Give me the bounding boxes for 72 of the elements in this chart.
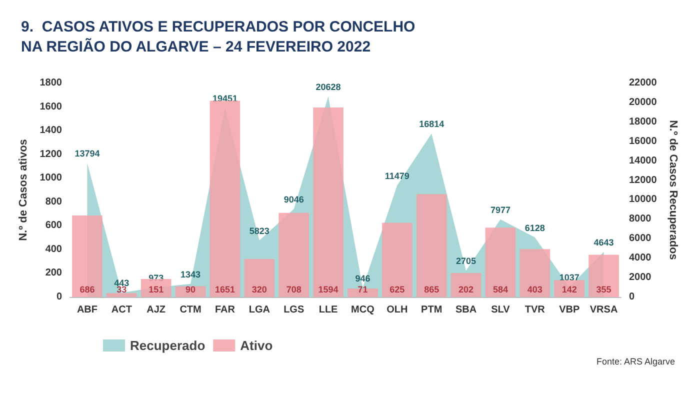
y2-tick-label: 2000	[629, 272, 652, 284]
y-tick-label: 1000	[40, 172, 62, 184]
data-label: 13794	[74, 148, 100, 158]
y2-tick-label: 22000	[629, 78, 658, 88]
data-label: 71	[358, 284, 368, 294]
y2-tick-label: 0	[629, 292, 635, 302]
chart-title: 9. CASOS ATIVOS E RECUPERADOS POR CONCELHO NA REGIÃO DO ALGARVE – 24 FEVEREIRO 2022	[21, 18, 420, 56]
y2-tick-label: 14000	[629, 155, 658, 166]
data-label: 973	[148, 273, 164, 284]
x-tick-label: CTM	[180, 304, 202, 316]
data-label: 202	[458, 284, 474, 294]
data-label: 625	[390, 284, 405, 294]
data-label: 1594	[318, 284, 338, 294]
y-tick-label: 800	[45, 196, 62, 208]
data-label: 584	[492, 284, 508, 294]
y2-tick-label: 6000	[629, 233, 652, 244]
data-label: 142	[562, 284, 577, 294]
y-tick-label: 1800	[40, 78, 62, 88]
y2-tick-label: 18000	[629, 116, 658, 128]
data-label: 16814	[419, 118, 444, 129]
x-tick-label: ABF	[76, 304, 98, 316]
data-label: 9046	[284, 194, 304, 205]
data-label: 1037	[559, 272, 580, 282]
x-tick-label: PTM	[421, 304, 442, 316]
y-tick-label: 0	[56, 292, 62, 302]
y-tick-label: 200	[45, 268, 62, 279]
x-tick-label: OLH	[386, 304, 408, 316]
y-tick-label: 600	[45, 220, 62, 232]
data-label: 708	[286, 284, 302, 294]
data-label: 4643	[594, 237, 614, 248]
legend-label: Ativo	[240, 338, 273, 353]
data-label: 403	[527, 284, 542, 294]
legend-label: Recuperado	[130, 338, 206, 353]
x-tick-label: FAR	[214, 304, 236, 316]
data-label: 19451	[212, 93, 238, 104]
data-label: 11479	[384, 170, 410, 181]
y2-tick-label: 8000	[629, 214, 652, 225]
data-label: 686	[80, 284, 95, 294]
y2-tick-label: 16000	[629, 136, 658, 147]
x-tick-label: VRSA	[590, 304, 618, 316]
data-label: 355	[596, 284, 612, 294]
y-tick-label: 1400	[40, 125, 62, 136]
data-label: 1343	[180, 269, 201, 280]
data-label: 1651	[214, 284, 235, 294]
x-tick-label: SLV	[491, 304, 510, 316]
data-label: 20628	[316, 82, 341, 92]
y-tick-label: 1200	[40, 148, 62, 160]
x-tick-label: AJZ	[146, 304, 166, 316]
y-tick-label: 1600	[40, 101, 62, 112]
y2-tick-label: 4000	[629, 252, 652, 264]
y-tick-label: 400	[45, 244, 62, 255]
x-tick-label: VBP	[559, 304, 580, 316]
x-tick-label: MCQ	[351, 304, 375, 316]
data-label: 5823	[249, 226, 270, 236]
source-note: Fonte: ARS Algarve	[596, 356, 676, 366]
x-tick-label: LLE	[318, 304, 338, 316]
x-tick-label: LGS	[284, 304, 304, 316]
data-label: 90	[186, 284, 196, 294]
data-label: 6128	[524, 222, 545, 233]
data-label: 320	[252, 284, 267, 294]
x-tick-label: TVR	[524, 304, 546, 316]
y2-tick-label: 20000	[629, 96, 658, 108]
x-tick-label: SBA	[455, 304, 477, 316]
x-tick-label: LGA	[248, 304, 270, 316]
y2-tick-label: 10000	[629, 194, 658, 206]
y-axis-title: N.º de Casos ativos	[17, 139, 30, 241]
y2-tick-label: 12000	[629, 174, 658, 186]
data-label: 865	[424, 284, 440, 294]
y2-axis-title: N.º de Casos Recuperados	[667, 120, 680, 260]
x-tick-label: ACT	[111, 304, 132, 316]
data-label: 151	[148, 284, 164, 294]
data-label: 7977	[490, 204, 510, 215]
